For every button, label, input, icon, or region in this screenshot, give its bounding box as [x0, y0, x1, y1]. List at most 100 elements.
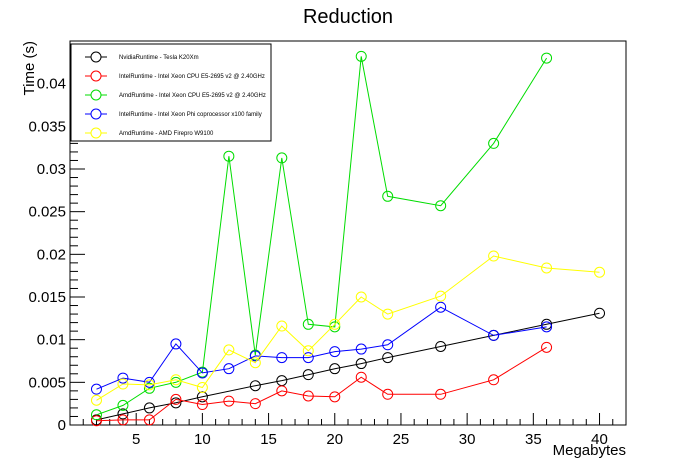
- series-layer: [90, 50, 606, 427]
- data-point-marker: [329, 346, 341, 358]
- data-point-marker: [435, 388, 447, 400]
- x-tick-label: 25: [393, 431, 410, 448]
- data-point-marker: [488, 374, 500, 386]
- data-point-marker: [143, 414, 155, 426]
- data-point-marker: [90, 394, 102, 406]
- data-point-marker: [355, 291, 367, 303]
- data-point-marker: [223, 363, 235, 375]
- y-tick-label: 0.025: [28, 204, 66, 221]
- data-point-marker: [435, 290, 447, 302]
- x-tick-label: 20: [326, 431, 343, 448]
- data-point-marker: [382, 388, 394, 400]
- data-point-marker: [276, 385, 288, 397]
- data-point-marker: [223, 150, 235, 162]
- data-point-marker: [276, 320, 288, 332]
- legend-label: NvidiaRuntime - Tesla K20Xm: [119, 55, 199, 61]
- legend-marker: [90, 108, 102, 120]
- legend-label: AmdRuntime - AMD Firepro W9100: [119, 131, 214, 137]
- data-point-marker: [117, 408, 129, 420]
- data-point-marker: [223, 395, 235, 407]
- data-point-marker: [355, 343, 367, 355]
- data-point-marker: [90, 409, 102, 421]
- data-point-marker: [594, 307, 606, 319]
- data-point-marker: [276, 352, 288, 364]
- data-point-marker: [196, 381, 208, 393]
- data-point-marker: [196, 367, 208, 379]
- y-tick-label: 0.03: [37, 161, 66, 178]
- legend-label: IntelRuntime - Intel Xeon Phi coprocesso…: [119, 112, 262, 118]
- data-point-marker: [302, 390, 314, 402]
- legend-marker: [90, 89, 102, 101]
- data-point-marker: [329, 391, 341, 403]
- data-point-marker: [117, 399, 129, 411]
- data-point-marker: [196, 391, 208, 403]
- data-point-marker: [249, 380, 261, 392]
- series-line: [96, 255, 600, 401]
- data-point-marker: [355, 371, 367, 383]
- y-tick-label: 0.04: [37, 76, 66, 93]
- legend-entry: AmdRuntime - Intel Xeon CPU E5-2695 v2 @…: [85, 89, 266, 101]
- series-2: [90, 341, 553, 427]
- data-point-marker: [276, 152, 288, 164]
- y-tick-label: 0.015: [28, 289, 66, 306]
- data-point-marker: [117, 414, 129, 426]
- series-4: [90, 301, 553, 395]
- legend-marker: [90, 70, 102, 82]
- data-point-marker: [90, 383, 102, 395]
- legend-entry: AmdRuntime - AMD Firepro W9100: [85, 127, 214, 139]
- data-point-marker: [488, 137, 500, 149]
- data-point-marker: [329, 318, 341, 330]
- data-point-marker: [355, 50, 367, 62]
- legend-marker: [90, 51, 102, 63]
- data-point-marker: [143, 379, 155, 391]
- data-point-marker: [143, 402, 155, 414]
- data-point-marker: [302, 318, 314, 330]
- data-point-marker: [541, 262, 553, 274]
- series-1: [90, 307, 606, 426]
- series-line: [96, 306, 547, 390]
- legend-entry: IntelRuntime - Intel Xeon CPU E5-2695 v2…: [85, 70, 265, 82]
- data-point-marker: [302, 352, 314, 364]
- data-point-marker: [594, 266, 606, 278]
- axes: 5 10 15 20 25 30 35 40 0 0.005 0.01 0.015 0.02 0.025 0…: [28, 40, 614, 448]
- data-point-marker: [170, 374, 182, 386]
- data-point-marker: [435, 200, 447, 212]
- data-point-marker: [541, 341, 553, 353]
- data-point-marker: [329, 321, 341, 333]
- y-tick-label: 0: [58, 417, 66, 434]
- data-point-marker: [302, 345, 314, 357]
- data-point-marker: [382, 308, 394, 320]
- data-point-marker: [329, 363, 341, 375]
- data-point-marker: [382, 190, 394, 202]
- x-axis-label: Megabytes: [553, 442, 626, 459]
- legend-box: [70, 43, 272, 142]
- legend-entry: IntelRuntime - Intel Xeon Phi coprocesso…: [85, 108, 262, 120]
- data-point-marker: [117, 378, 129, 390]
- legend-marker: [90, 127, 102, 139]
- data-point-marker: [249, 398, 261, 410]
- data-point-marker: [143, 382, 155, 394]
- data-point-marker: [382, 339, 394, 351]
- chart-title: Reduction: [303, 6, 393, 28]
- x-tick-label: 40: [591, 431, 608, 448]
- data-point-marker: [90, 415, 102, 427]
- data-point-marker: [170, 393, 182, 405]
- data-point-marker: [196, 399, 208, 411]
- series-line: [96, 346, 547, 422]
- legend-label: AmdRuntime - Intel Xeon CPU E5-2695 v2 @…: [119, 93, 266, 99]
- data-point-marker: [382, 352, 394, 364]
- x-tick-label: 10: [194, 431, 211, 448]
- x-tick-label: 5: [132, 431, 140, 448]
- data-point-marker: [117, 372, 129, 384]
- series-3: [90, 50, 553, 421]
- series-5: [90, 250, 606, 406]
- y-tick-label: 0.01: [37, 332, 66, 349]
- data-point-marker: [435, 340, 447, 352]
- y-tick-label: 0.005: [28, 374, 66, 391]
- data-point-marker: [170, 376, 182, 388]
- data-point-marker: [541, 321, 553, 333]
- data-point-marker: [488, 329, 500, 341]
- data-point-marker: [143, 376, 155, 388]
- x-tick-label: 30: [459, 431, 476, 448]
